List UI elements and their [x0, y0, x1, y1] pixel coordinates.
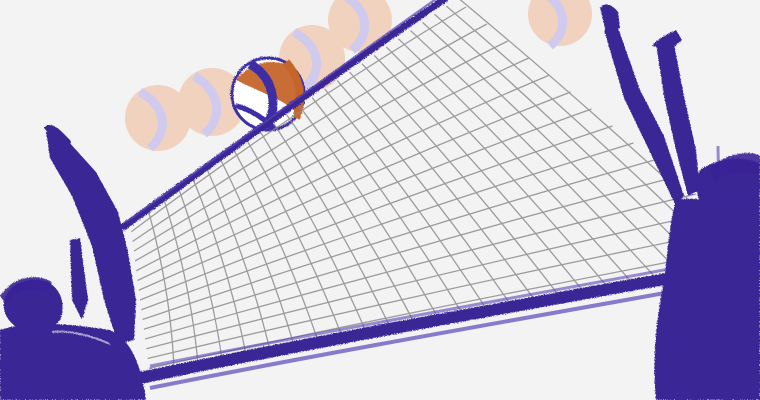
net-string — [311, 97, 466, 319]
net-string — [299, 105, 442, 323]
net-string — [422, 21, 684, 277]
net-string — [133, 40, 509, 252]
net-vertical-strings — [147, 0, 757, 374]
net-string — [373, 54, 587, 296]
net-string — [286, 114, 418, 328]
right-player — [600, 4, 760, 400]
left-player-arm — [46, 130, 136, 344]
volleyball-net — [130, 0, 760, 374]
net-string — [385, 46, 611, 291]
net-string — [132, 23, 488, 243]
net-string — [273, 123, 393, 333]
net-string — [147, 209, 175, 374]
left-player — [0, 125, 146, 400]
net-string — [192, 178, 248, 360]
net-string — [141, 142, 634, 311]
right-player-torso — [654, 198, 760, 400]
net-string — [142, 159, 655, 321]
net-string — [398, 38, 636, 287]
net-string — [336, 80, 514, 310]
net-string — [349, 71, 539, 305]
left-player-head — [3, 279, 63, 332]
left-player-arm-back — [70, 238, 88, 320]
net-string — [163, 198, 200, 369]
left-player-hair — [0, 277, 52, 304]
ghost-ball — [328, 0, 392, 54]
net-string — [361, 63, 563, 300]
right-player-arm-right — [656, 34, 700, 196]
net-string — [130, 6, 467, 233]
net-string — [233, 150, 321, 346]
net-string — [220, 159, 297, 351]
net-top-band — [119, 0, 448, 231]
right-player-hand-right — [652, 30, 682, 50]
net-string — [144, 193, 697, 340]
net-string — [147, 227, 739, 360]
net-string — [260, 132, 369, 337]
ghost-ball — [528, 0, 592, 50]
right-player-arm-left — [604, 28, 684, 206]
right-player-hair — [710, 152, 760, 182]
ball-motion-trail — [125, 0, 592, 152]
net-string — [247, 141, 345, 342]
net-string — [410, 30, 660, 282]
net-string — [143, 176, 676, 330]
right-player-hand-left — [600, 4, 620, 32]
net-string — [137, 91, 571, 282]
net-string — [178, 188, 224, 365]
ghost-ball — [178, 68, 246, 138]
left-player-hand — [44, 125, 72, 148]
net-string — [324, 88, 490, 314]
net-string — [138, 108, 592, 291]
net-string — [134, 57, 530, 262]
net-string — [206, 169, 272, 356]
ghost-ball — [125, 85, 191, 152]
